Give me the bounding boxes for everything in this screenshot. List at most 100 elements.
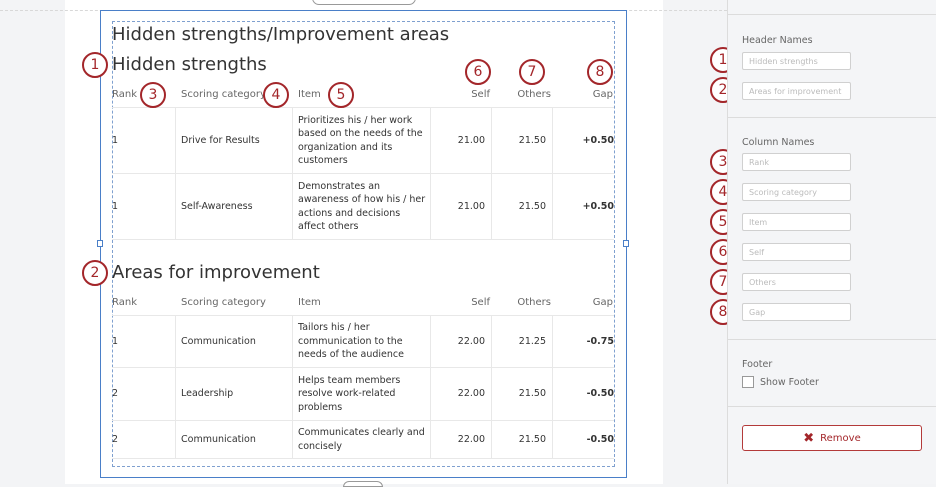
footer-label: Footer [742, 359, 773, 370]
column-divider [430, 368, 431, 420]
column-divider [175, 316, 176, 367]
cell-self: 22.00 [457, 433, 485, 445]
bottom-toolbar-button[interactable] [343, 481, 383, 487]
column-divider [292, 368, 293, 420]
section-title: Areas for improvement [112, 262, 320, 283]
column-divider [491, 316, 492, 367]
column-divider [292, 174, 293, 239]
annotation-marker: 7 [519, 59, 545, 85]
resize-handle-right[interactable] [623, 240, 629, 247]
column-divider [552, 108, 553, 173]
column-name-input-item[interactable] [742, 213, 851, 231]
column-divider [552, 421, 553, 458]
column-divider [430, 108, 431, 173]
column-divider [430, 174, 431, 239]
panel-divider [727, 339, 936, 340]
column-divider [430, 316, 431, 367]
show-footer-checkbox[interactable] [742, 376, 754, 388]
column-header: Scoring category [181, 297, 266, 308]
cell-self: 22.00 [457, 388, 485, 400]
column-names-label: Column Names [742, 137, 815, 148]
column-header: Rank [112, 297, 137, 308]
annotation-marker: 5 [328, 82, 354, 108]
column-divider [175, 108, 176, 173]
column-divider [491, 421, 492, 458]
column-divider [552, 368, 553, 420]
annotation-number: 1 [90, 57, 100, 73]
panel-divider [727, 406, 936, 407]
column-header: Gap [592, 89, 613, 100]
table-row: 2 Leadership Helps team members resolve wo… [112, 368, 614, 421]
header-divider [112, 107, 614, 108]
cell-category: Self-Awareness [181, 200, 253, 212]
column-divider [552, 174, 553, 239]
cell-category: Drive for Results [181, 134, 260, 146]
close-x-icon: ✖ [803, 430, 815, 446]
top-toolbar-button[interactable] [312, 0, 416, 5]
panel-divider [727, 117, 936, 118]
column-header: Self [471, 89, 490, 100]
header-divider [112, 315, 614, 316]
annotation-number: 5 [336, 87, 346, 103]
header-names-label: Header Names [742, 35, 813, 46]
annotation-number: 3 [148, 87, 158, 103]
column-divider [175, 368, 176, 420]
annotation-marker: 1 [82, 52, 108, 78]
column-divider [491, 174, 492, 239]
table-row: 1 Communication Tailors his / her communic… [112, 316, 614, 368]
cell-item: Demonstrates an awareness of how his / h… [298, 180, 426, 233]
column-divider [292, 108, 293, 173]
remove-label: Remove [820, 432, 861, 444]
cell-rank: 1 [112, 134, 119, 146]
column-header: Scoring category [181, 89, 266, 100]
annotation-marker: 8 [587, 59, 613, 85]
column-name-input-category[interactable] [742, 183, 851, 201]
column-divider [175, 174, 176, 239]
annotation-number: 6 [718, 244, 728, 260]
header-name-input-1[interactable] [742, 52, 851, 70]
column-divider [491, 108, 492, 173]
table-row: 2 Communication Communicates clearly and c… [112, 421, 614, 459]
cell-self: 21.00 [457, 200, 485, 212]
annotation-number: 4 [271, 87, 281, 103]
cell-rank: 2 [112, 433, 119, 445]
cell-item: Tailors his / her communication to the n… [298, 322, 404, 361]
column-name-input-gap[interactable] [742, 303, 851, 321]
cell-others: 21.50 [518, 388, 546, 400]
header-name-input-2[interactable] [742, 82, 851, 100]
column-header: Others [517, 297, 551, 308]
annotation-marker: 3 [140, 82, 166, 108]
column-divider [175, 421, 176, 458]
cell-gap: -0.75 [586, 335, 614, 347]
cell-category: Communication [181, 433, 256, 445]
annotation-number: 7 [527, 64, 537, 80]
show-footer-label[interactable]: Show Footer [760, 377, 819, 388]
cell-others: 21.50 [518, 200, 546, 212]
cell-rank: 2 [112, 388, 119, 400]
column-name-input-rank[interactable] [742, 153, 851, 171]
cell-rank: 1 [112, 200, 119, 212]
annotation-number: 5 [718, 214, 728, 230]
cell-rank: 1 [112, 335, 119, 347]
panel-divider [727, 14, 936, 15]
resize-handle-left[interactable] [97, 240, 103, 247]
section-title: Hidden strengths [112, 54, 267, 75]
column-header: Gap [592, 297, 613, 308]
cell-others: 21.50 [518, 134, 546, 146]
annotation-number: 4 [718, 184, 728, 200]
cell-self: 22.00 [457, 335, 485, 347]
remove-button[interactable]: ✖ Remove [742, 425, 922, 451]
column-name-input-others[interactable] [742, 273, 851, 291]
annotation-marker: 6 [465, 59, 491, 85]
annotation-number: 6 [473, 64, 483, 80]
annotation-number: 2 [90, 265, 100, 281]
column-divider [491, 368, 492, 420]
cell-item: Prioritizes his / her work based on the … [298, 114, 423, 167]
table-row: 1 Drive for Results Prioritizes his / her … [112, 108, 614, 174]
cell-category: Communication [181, 335, 256, 347]
column-name-input-self[interactable] [742, 243, 851, 261]
cell-category: Leadership [181, 388, 234, 400]
annotation-number: 7 [718, 274, 728, 290]
column-header: Self [471, 297, 490, 308]
column-header: Item [298, 89, 321, 100]
